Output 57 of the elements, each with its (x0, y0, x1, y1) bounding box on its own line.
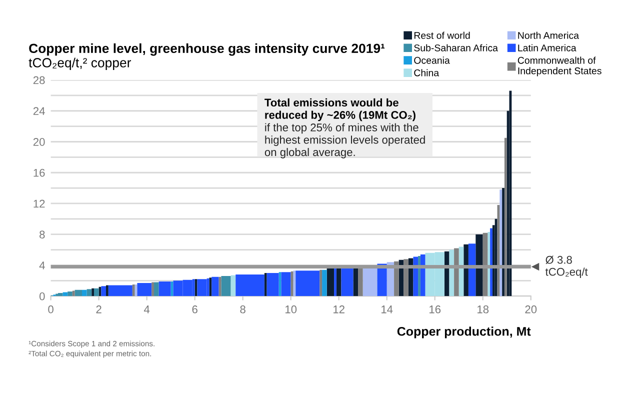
bar (68, 291, 72, 296)
bar (322, 270, 327, 296)
bar (230, 275, 236, 296)
x-tick-label: 16 (430, 305, 441, 314)
x-tick-label: 4 (144, 306, 150, 314)
legend-label: China (414, 69, 440, 76)
y-tick-label: 8 (40, 230, 45, 238)
bar (209, 278, 212, 296)
legend-label: Latin America (518, 44, 576, 52)
bar (86, 289, 92, 296)
bar (197, 279, 207, 296)
legend-label: Sub-Saharan Africa (414, 44, 498, 52)
bar (500, 190, 502, 296)
x-tick-label: 18 (478, 305, 489, 314)
x-tick-label: 20 (525, 305, 537, 314)
bar (92, 288, 94, 296)
y-tick-label: 24 (33, 107, 45, 115)
legend-label: Rest of world (414, 32, 470, 39)
y-tick-label: 0 (40, 292, 45, 300)
y-tick-label: 16 (34, 168, 45, 177)
bar (152, 282, 154, 296)
x-tick-label: 14 (382, 306, 393, 314)
y-tick-label: 12 (34, 200, 45, 208)
x-tick-label: 6 (192, 305, 198, 314)
chart-subtitle: tCO₂eq/t,² copper (28, 58, 132, 70)
annotation: Total emissions would be reduced by ~26% (19Mt CO₂) (264, 98, 416, 122)
bar (504, 138, 507, 296)
bar (449, 250, 454, 296)
bar (58, 293, 63, 296)
legend-label: Commonwealth of Independent States (518, 56, 602, 76)
bar (264, 272, 267, 296)
bar (154, 282, 159, 296)
x-tick-label: 10 (286, 305, 297, 314)
bar (281, 272, 291, 296)
bar (82, 290, 87, 296)
bar (132, 284, 135, 296)
x-tick-label: 12 (334, 305, 344, 314)
x-tick-label: 2 (96, 305, 102, 314)
bar (320, 270, 322, 296)
legend-label: North America (518, 32, 580, 39)
y-tick-label: 20 (33, 138, 45, 146)
x-axis-title: Copper production, Mt (397, 326, 531, 338)
x-tick-label: 8 (240, 305, 246, 314)
chart-title: Copper mine level, greenhouse gas intensity curve 2019¹ (29, 43, 385, 56)
y-tick-label: 4 (39, 262, 45, 270)
ref-line-label: Ø 3.8 tCO₂eq/t (545, 256, 588, 278)
bar (494, 218, 498, 296)
bar (293, 270, 296, 296)
annotation: if the top 25% of mines with the highest emission levels operated on global average. (264, 123, 425, 158)
legend-label: Oceania (414, 56, 450, 64)
x-tick-label: 0 (48, 305, 54, 314)
bar (502, 188, 504, 296)
bar (94, 288, 99, 296)
bar (377, 264, 387, 296)
bar (72, 290, 75, 296)
bar (106, 285, 108, 296)
y-tick-label: 28 (33, 76, 45, 84)
